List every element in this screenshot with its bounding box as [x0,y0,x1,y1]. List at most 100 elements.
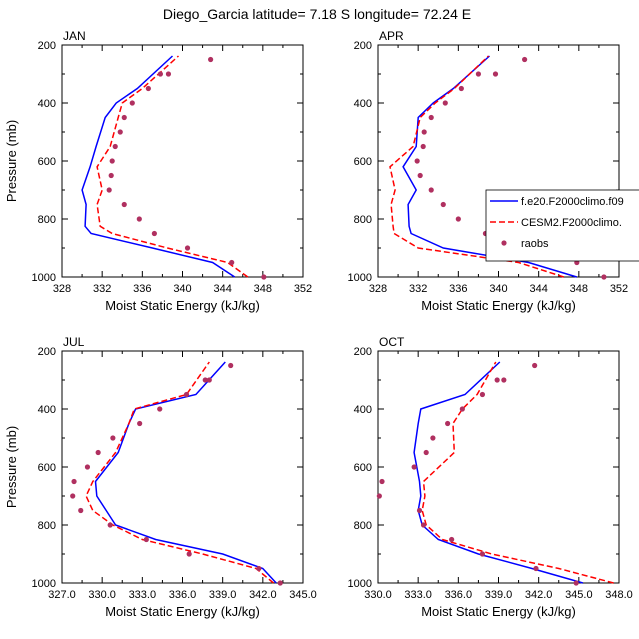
panels: JAN 328 332 336 340 344 348 352 200 400 600 800 1000… [4,29,633,619]
data-point [532,362,538,369]
x-tick-label: 340 [173,283,191,295]
panel-apr: APR 328 332 336 340 344 348 352 200 400 600 800 1000… [348,29,629,313]
data-point [420,143,426,150]
data-point [95,449,101,456]
y-tick-label: 400 [354,98,372,110]
data-point [256,565,262,572]
y-tick-label: 800 [38,520,56,532]
x-axis-label: Moist Static Energy (kJ/kg) [421,604,576,619]
x-tick-label: 345.0 [565,589,593,601]
series-line-f-e20-f2000climo-f09 [81,55,236,278]
series-raobs-points [70,362,283,586]
x-tick-label: 342.0 [525,589,553,601]
x-tick-label: 333.0 [404,589,432,601]
data-point [423,449,429,456]
data-point [379,478,385,485]
legend: f.e20.F2000climo.f09 CESM2.F2000climo. rao… [485,189,639,262]
x-tick-label: 333.0 [129,589,157,601]
data-point [202,377,208,383]
y-tick-label: 200 [354,346,372,358]
data-point [110,435,116,441]
x-tick-label: 344 [213,283,231,295]
data-point [376,493,382,499]
data-point [442,100,448,106]
data-point [522,56,528,63]
y-tick-label: 600 [38,156,56,168]
data-point [479,391,486,398]
x-tick-label: 348.0 [605,589,633,601]
x-tick-label: 327.0 [48,589,76,601]
panel-label: APR [379,29,404,43]
series-line-f-e20-f2000climo-f09 [402,55,578,278]
data-point [121,201,127,208]
x-tick-label: 332 [93,283,111,295]
data-point [229,259,235,266]
y-tick-label: 400 [38,404,56,416]
data-point [106,187,112,193]
y-tick-label: 200 [38,40,56,52]
data-point [428,187,434,193]
data-point [492,71,499,77]
data-point [430,435,436,441]
data-point [479,551,486,557]
x-tick-label: 345.0 [289,589,317,601]
data-point [494,377,500,383]
data-point [71,478,77,485]
data-point [420,522,427,528]
data-point [428,114,434,121]
data-point [121,114,127,121]
x-tick-label: 330.0 [88,589,116,601]
y-tick-label: 800 [354,214,372,226]
data-point [440,201,446,208]
series-line-cesm2-f2000climo [421,361,614,584]
y-axis-label: Pressure (mb) [4,426,19,508]
x-tick-label: 352 [294,283,312,295]
data-point [137,420,143,427]
y-tick-label: 600 [354,462,372,474]
data-point [411,464,417,470]
data-point [108,172,114,179]
data-point [145,85,151,92]
data-point [573,580,579,586]
legend-box [485,189,639,262]
data-point [414,158,420,164]
x-tick-label: 342.0 [249,589,277,601]
y-tick-label: 800 [38,214,56,226]
data-point [206,377,212,383]
data-point [84,464,91,470]
x-tick-label: 339.0 [209,589,237,601]
data-point [70,493,76,499]
y-axis-label: Pressure (mb) [4,120,19,202]
data-point [277,580,283,586]
data-point [417,172,423,179]
data-point [157,71,164,77]
y-tick-label: 200 [354,40,372,52]
y-tick-label: 400 [354,404,372,416]
data-point [78,507,84,514]
x-axis-label: Moist Static Energy (kJ/kg) [105,298,260,313]
y-tick-label: 600 [38,462,56,474]
plot-frame [61,44,304,278]
y-tick-label: 1000 [348,578,372,590]
x-axis-label: Moist Static Energy (kJ/kg) [105,604,260,619]
y-tick-label: 1000 [32,272,56,284]
figure-title: Diego_Garcia latitude= 7.18 S longitude=… [163,6,471,22]
x-tick-label: 332 [409,283,427,295]
data-point [109,158,115,164]
series-line-cesm2-f2000climo [96,55,249,278]
data-point [458,85,464,92]
x-tick-label: 348 [254,283,272,295]
data-point [533,565,539,572]
data-point [136,216,142,222]
x-axis-label: Moist Static Energy (kJ/kg) [421,298,576,313]
data-point [261,274,267,280]
data-point [455,216,461,222]
series-line-f-e20-f2000climo-f09 [413,361,584,584]
series-raobs-points [106,56,267,280]
data-point [416,507,423,514]
x-tick-label: 340 [489,283,507,295]
data-point [107,522,113,528]
panel-jan: JAN 328 332 336 340 344 348 352 200 400 600 800 1000… [4,29,312,313]
y-tick-label: 200 [38,346,56,358]
